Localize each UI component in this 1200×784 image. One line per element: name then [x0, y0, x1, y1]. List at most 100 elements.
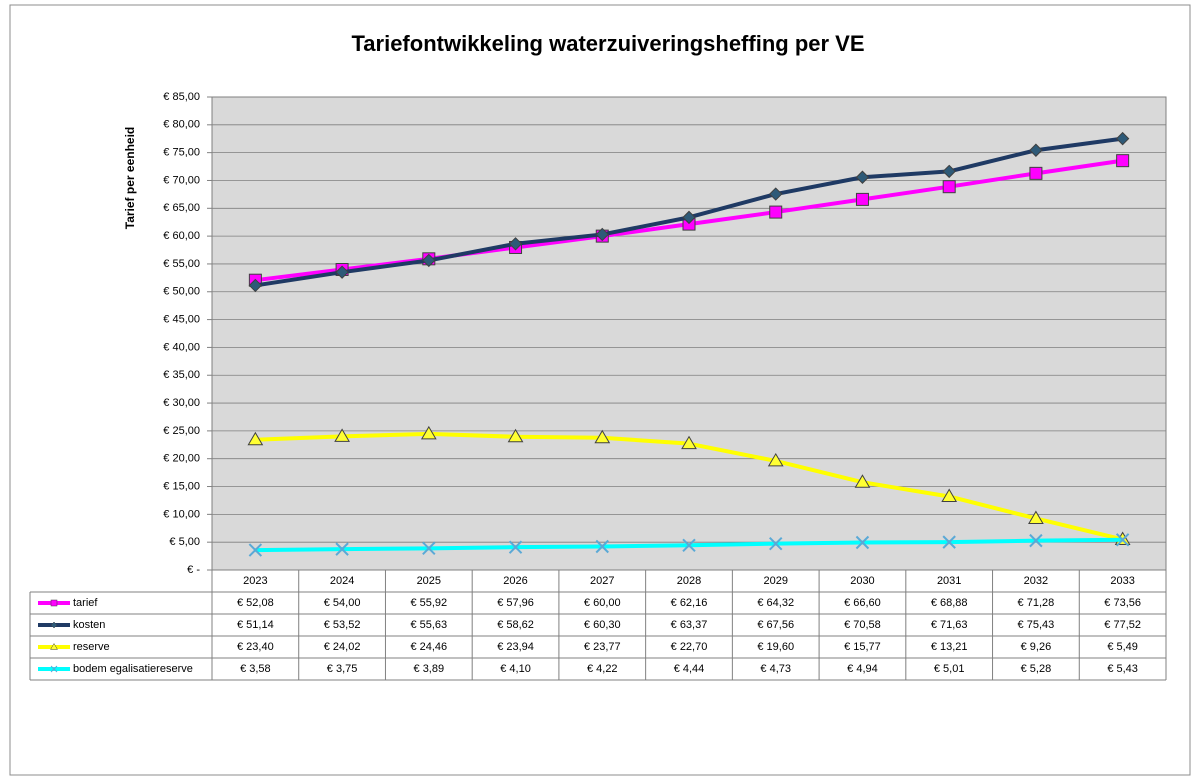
marker	[941, 488, 958, 502]
legend-label: reserve	[73, 641, 110, 653]
legend-label: kosten	[73, 619, 105, 631]
marker	[420, 425, 437, 440]
y-tick-label: € 85,00	[163, 91, 200, 103]
x-tick-label: 2027	[590, 575, 614, 587]
y-tick-label: € 65,00	[163, 202, 200, 214]
marker	[855, 192, 869, 206]
y-tick-label: € 40,00	[163, 341, 200, 353]
marker	[1115, 533, 1130, 547]
y-tick-label: € 55,00	[163, 258, 200, 270]
x-tick-label: 2033	[1110, 575, 1134, 587]
marker	[422, 541, 436, 556]
y-tick-label: € 60,00	[163, 230, 200, 242]
marker	[942, 164, 956, 179]
table-value: € 3,58	[240, 663, 271, 675]
table-value: € 4,73	[760, 663, 791, 675]
marker	[595, 227, 609, 242]
x-tick-label: 2028	[677, 575, 701, 587]
y-tick-label: € 5,00	[169, 536, 200, 548]
legend-marker	[50, 599, 58, 607]
marker	[422, 253, 436, 268]
marker	[769, 205, 783, 219]
legend-marker	[50, 621, 58, 629]
legend-label: tarief	[73, 597, 98, 609]
marker	[507, 428, 524, 443]
marker	[247, 431, 264, 446]
table-value: € 71,63	[931, 619, 968, 631]
marker	[1115, 131, 1130, 146]
table-value: € 52,08	[237, 597, 274, 609]
marker	[334, 428, 350, 442]
marker	[854, 474, 871, 488]
y-tick-label: € 15,00	[163, 480, 200, 492]
table-value: € 57,96	[497, 597, 534, 609]
table-value: € 3,89	[414, 663, 445, 675]
table-value: € 77,52	[1104, 619, 1141, 631]
table-value: € 70,58	[844, 619, 881, 631]
table-value: € 64,32	[757, 597, 794, 609]
y-tick-label: € 25,00	[163, 425, 200, 437]
table-value: € 75,43	[1018, 619, 1055, 631]
marker	[855, 170, 870, 184]
marker	[335, 542, 349, 556]
y-tick-label: € 50,00	[163, 286, 200, 298]
x-tick-label: 2032	[1024, 575, 1048, 587]
table-value: € 15,77	[844, 641, 881, 653]
marker	[855, 535, 870, 550]
table-value: € 60,00	[584, 597, 621, 609]
table-value: € 24,02	[324, 641, 361, 653]
table-value: € 71,28	[1018, 597, 1055, 609]
y-tick-label: € 20,00	[163, 453, 200, 465]
plot-area	[211, 96, 1167, 571]
y-tick-label: € 30,00	[163, 397, 200, 409]
x-tick-label: 2025	[417, 575, 441, 587]
y-tick-label: € -	[187, 564, 200, 576]
legend-label: bodem egalisatiereserve	[73, 663, 193, 675]
table-value: € 66,60	[844, 597, 881, 609]
marker	[248, 278, 263, 293]
marker	[942, 535, 956, 549]
y-axis-label: Tarief per eenheid	[123, 127, 137, 229]
y-tick-label: € 70,00	[163, 174, 200, 186]
x-tick-label: 2026	[503, 575, 527, 587]
marker	[769, 187, 783, 201]
table-value: € 58,62	[497, 619, 534, 631]
table-value: € 67,56	[757, 619, 794, 631]
table-value: € 24,46	[410, 641, 447, 653]
marker	[508, 237, 523, 251]
table-value: € 55,63	[410, 619, 447, 631]
chart-title: Tariefontwikkeling waterzuiveringsheffin…	[351, 31, 864, 56]
marker	[681, 435, 697, 450]
x-tick-label: 2029	[763, 575, 787, 587]
table-value: € 23,40	[237, 641, 274, 653]
y-tick-label: € 10,00	[163, 508, 200, 520]
table-value: € 63,37	[671, 619, 708, 631]
marker	[595, 539, 609, 554]
marker	[769, 536, 783, 551]
table-value: € 23,77	[584, 641, 621, 653]
marker	[335, 265, 349, 279]
marker	[594, 429, 611, 444]
table-value: € 19,60	[757, 641, 794, 653]
table-value: € 5,01	[934, 663, 965, 675]
table-value: € 62,16	[671, 597, 708, 609]
table-value: € 4,94	[847, 663, 878, 675]
table-value: € 60,30	[584, 619, 621, 631]
marker	[682, 538, 696, 553]
marker	[942, 180, 956, 194]
y-tick-label: € 35,00	[163, 369, 200, 381]
marker	[1029, 533, 1043, 548]
table-value: € 5,28	[1021, 663, 1052, 675]
table-value: € 23,94	[497, 641, 534, 653]
table-value: € 54,00	[324, 597, 361, 609]
table-value: € 53,52	[324, 619, 361, 631]
marker	[508, 540, 523, 554]
marker	[1029, 143, 1043, 157]
x-tick-label: 2023	[243, 575, 267, 587]
y-tick-label: € 45,00	[163, 313, 200, 325]
table-value: € 4,10	[500, 663, 531, 675]
marker	[682, 210, 696, 225]
table-value: € 5,43	[1107, 663, 1138, 675]
